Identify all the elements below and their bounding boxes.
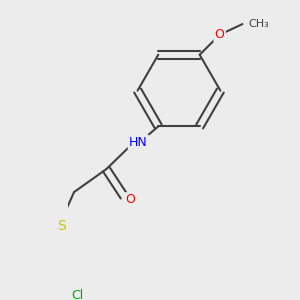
- Text: S: S: [57, 219, 66, 233]
- Text: O: O: [125, 194, 135, 206]
- Text: CH₃: CH₃: [248, 19, 269, 29]
- Text: O: O: [215, 28, 225, 41]
- Text: HN: HN: [129, 136, 148, 148]
- Text: Cl: Cl: [71, 289, 84, 300]
